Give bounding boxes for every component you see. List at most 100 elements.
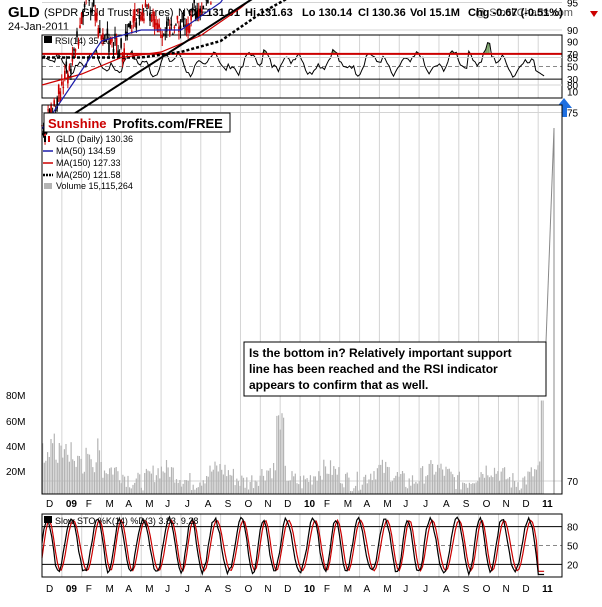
price-legend-item: MA(50) 134.59 [56,146,116,156]
volume-bar [216,466,217,495]
volume-bar [156,475,157,494]
volume-bar [99,450,100,494]
volume-bar [506,479,507,494]
x-tick-label: M [344,499,352,510]
volume-bar [126,487,127,494]
candle-body [171,24,173,26]
candle-body [199,8,201,12]
volume-bar [86,448,87,494]
volume-bar [67,455,68,494]
volume-bar [435,472,436,494]
volume-bar [424,484,425,494]
volume-bar [211,472,212,494]
candle-body [99,28,101,33]
volume-bar [106,473,107,494]
volume-bar [524,476,525,494]
volume-bar [519,490,520,494]
volume-bar [174,483,175,495]
volume-bar [305,479,306,494]
volume-bar [281,413,282,494]
volume-bar [489,477,490,494]
candle-body [146,8,148,9]
volume-bar [59,443,60,494]
volume-bar [146,469,147,494]
volume-bar [119,480,120,494]
volume-bar [84,472,85,494]
x-tick-label: A [364,499,371,510]
volume-bar [529,472,530,494]
volume-bar [47,452,48,494]
candle-body [145,3,147,6]
volume-bar [325,466,326,494]
volume-bar [486,466,487,494]
volume-bar [429,464,430,494]
volume-bar [258,486,259,494]
volume-bar [300,476,301,494]
candle-body [75,49,77,51]
volume-bar [377,468,378,494]
volume-bar [188,481,189,494]
x-tick-label: J [403,499,408,510]
candle-body [158,24,160,27]
volume-bar [333,466,334,494]
sto-x-tick-label: A [205,584,212,595]
volume-bar [298,484,299,494]
candle-body [154,19,156,29]
volume-bar [77,456,78,494]
volume-bar [183,484,184,494]
candle-body [64,71,66,79]
volume-bar [221,470,222,494]
candle-body [63,87,65,88]
sto-x-tick-label: M [145,584,153,595]
volume-bar [358,491,359,494]
volume-bar [44,463,45,494]
volume-bar [357,472,358,494]
sto-x-tick-label: N [502,584,509,595]
x-tick-label: A [125,499,132,510]
x-tick-label: S [463,499,470,510]
volume-bar [455,489,456,494]
candle-body [193,0,195,3]
sto-x-tick-label: D [522,584,529,595]
volume-bar [290,480,291,494]
volume-bar [228,470,229,494]
candle-body [203,6,205,9]
sto-x-tick-label: S [225,584,232,595]
volume-bar [248,490,249,495]
volume-bar [360,490,361,494]
volume-bar [209,466,210,494]
sto-x-tick-label: A [364,584,371,595]
volume-bar [219,464,220,494]
volume-bar [355,486,356,494]
x-tick-label: J [185,499,190,510]
price-tick-label: 80 [567,81,579,92]
sto-x-tick-label: O [483,584,491,595]
sto-x-tick-label: J [185,584,190,595]
volume-bar [286,481,287,494]
volume-bar [323,460,324,494]
volume-bar [328,474,329,494]
candle-body [196,10,198,18]
volume-bar [387,467,388,494]
volume-bar [338,467,339,494]
x-tick-label: 11 [542,499,553,510]
legend-swatch [44,183,52,189]
volume-bar [422,466,423,494]
volume-bar [407,488,408,494]
volume-bar [496,474,497,494]
volume-bar [469,483,470,494]
volume-bar [82,474,83,495]
volume-bar [343,487,344,494]
annotation-line-3: appears to confirm that as well. [249,378,428,392]
candle-body [172,34,174,35]
volume-bar [368,479,369,494]
volume-bar [176,479,177,494]
price-tick-label: 95 [567,0,579,10]
volume-bar [494,468,495,494]
candle-body [95,12,97,20]
candle-body [61,82,63,85]
volume-bar [296,483,297,494]
volume-bar [301,488,302,494]
volume-bar [154,482,155,494]
